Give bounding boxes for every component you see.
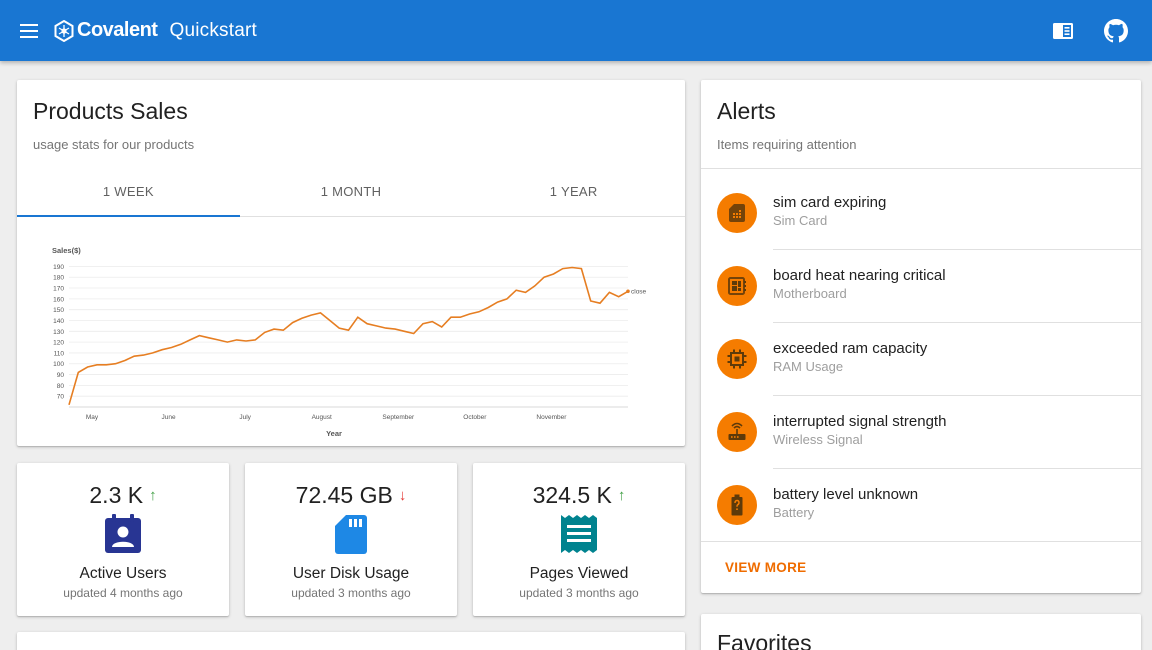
- card-title: Products Sales: [33, 98, 188, 124]
- alert-item-sim-card[interactable]: sim card expiring Sim Card: [701, 177, 1141, 250]
- stat-label: Active Users: [79, 565, 167, 582]
- app-title: Quickstart: [169, 19, 257, 41]
- alerts-card: Alerts Items requiring attention sim car…: [701, 80, 1141, 593]
- divider: [773, 395, 1141, 396]
- alerts-subtitle: Items requiring attention: [717, 137, 857, 152]
- card-subtitle: usage stats for our products: [33, 137, 195, 152]
- menu-icon[interactable]: [18, 20, 40, 42]
- alert-subtitle: RAM Usage: [773, 359, 844, 374]
- covalent-logo-icon: [54, 19, 74, 42]
- stat-updated: updated 4 months ago: [63, 586, 183, 600]
- app-toolbar: Covalent Quickstart: [0, 0, 1152, 61]
- alert-title: battery level unknown: [773, 486, 919, 503]
- x-tick-label: August: [312, 414, 332, 421]
- sim-card-icon: [717, 193, 757, 233]
- stat-card-active-users[interactable]: 2.3 K ↑ Active Users updated 4 months ag…: [17, 463, 229, 616]
- time-range-tabs: 1 WEEK 1 MONTH 1 YEAR: [17, 177, 685, 217]
- alert-subtitle: Sim Card: [773, 213, 828, 228]
- x-tick-label: October: [463, 414, 487, 421]
- stat-value: 324.5 K: [532, 482, 612, 508]
- divider: [773, 249, 1141, 250]
- sd-card-icon: [335, 515, 367, 554]
- y-tick-label: 80: [57, 383, 65, 390]
- battery-unknown-icon: [717, 485, 757, 525]
- stat-card-pages-viewed[interactable]: 324.5 K ↑ Pages Viewed updated 3 months …: [473, 463, 685, 616]
- alert-item-battery[interactable]: battery level unknown Battery: [701, 469, 1141, 542]
- series-label: close: [631, 288, 647, 295]
- x-tick-label: July: [239, 414, 251, 421]
- y-tick-label: 140: [53, 318, 64, 325]
- alert-subtitle: Wireless Signal: [773, 432, 863, 447]
- alerts-title: Alerts: [717, 98, 776, 124]
- x-tick-label: November: [536, 414, 567, 421]
- alert-title: sim card expiring: [773, 194, 887, 211]
- y-tick-label: 120: [53, 340, 64, 347]
- alert-subtitle: Motherboard: [773, 286, 847, 301]
- divider: [773, 468, 1141, 469]
- y-tick-label: 130: [53, 329, 64, 336]
- x-tick-label: September: [382, 414, 415, 421]
- stat-updated: updated 3 months ago: [519, 586, 639, 600]
- y-tick-label: 170: [53, 286, 64, 293]
- brand-logo[interactable]: Covalent: [54, 19, 158, 42]
- y-tick-label: 90: [57, 372, 65, 379]
- trend-down-icon: ↓: [398, 487, 407, 504]
- stat-card-user-disk-usage[interactable]: 72.45 GB ↓ User Disk Usage updated 3 mon…: [245, 463, 457, 616]
- chrome-reader-icon[interactable]: [1050, 18, 1076, 44]
- developer-board-icon: [717, 266, 757, 306]
- tab-1-month[interactable]: 1 MONTH: [320, 184, 382, 199]
- y-axis-label: Sales($): [52, 246, 81, 255]
- account-box-icon: [105, 514, 141, 553]
- router-icon: [717, 412, 757, 452]
- y-tick-label: 190: [53, 264, 64, 271]
- divider: [773, 322, 1141, 323]
- series-line-close: [68, 266, 629, 406]
- y-tick-label: 100: [53, 361, 64, 368]
- alert-item-ram-usage[interactable]: exceeded ram capacity RAM Usage: [701, 323, 1141, 396]
- stat-label: Pages Viewed: [529, 565, 629, 582]
- divider: [701, 168, 1141, 169]
- y-tick-label: 110: [54, 350, 65, 357]
- bottom-card: [17, 632, 685, 650]
- alert-title: exceeded ram capacity: [773, 340, 928, 357]
- products-sales-card: Products Sales usage stats for our produ…: [17, 80, 685, 446]
- divider: [701, 541, 1141, 542]
- y-tick-label: 160: [53, 296, 64, 303]
- stat-value: 72.45 GB: [295, 482, 393, 508]
- brand-name: Covalent: [77, 19, 158, 41]
- alert-subtitle: Battery: [773, 505, 815, 520]
- favorites-title: Favorites: [717, 630, 812, 650]
- stat-label: User Disk Usage: [292, 565, 410, 582]
- github-icon[interactable]: [1103, 18, 1129, 44]
- favorites-card: Favorites: [701, 614, 1141, 650]
- trend-up-icon: ↑: [149, 487, 157, 504]
- alert-item-motherboard[interactable]: board heat nearing critical Motherboard: [701, 250, 1141, 323]
- y-tick-label: 70: [57, 394, 65, 401]
- x-tick-label: June: [161, 414, 175, 421]
- tab-1-week[interactable]: 1 WEEK: [17, 177, 240, 217]
- alert-title: interrupted signal strength: [773, 413, 947, 430]
- view-more-button[interactable]: VIEW MORE: [725, 560, 807, 575]
- y-tick-label: 150: [53, 307, 64, 314]
- alert-title: board heat nearing critical: [773, 267, 946, 284]
- stat-value: 2.3 K: [89, 482, 144, 508]
- stat-updated: updated 3 months ago: [291, 586, 411, 600]
- memory-icon: [717, 339, 757, 379]
- y-tick-label: 180: [53, 275, 64, 282]
- trend-up-icon: ↑: [617, 487, 626, 504]
- x-tick-label: May: [86, 414, 99, 421]
- tab-1-year[interactable]: 1 YEAR: [549, 184, 598, 199]
- receipt-icon: [561, 515, 597, 553]
- x-axis-label: Year: [326, 429, 342, 438]
- sales-line-chart: Sales($) Year 70 80 90 100 110 120 130 140 150 16…: [52, 246, 647, 438]
- series-end-dot: [626, 289, 630, 294]
- alert-item-wireless-signal[interactable]: interrupted signal strength Wireless Sig…: [701, 396, 1141, 469]
